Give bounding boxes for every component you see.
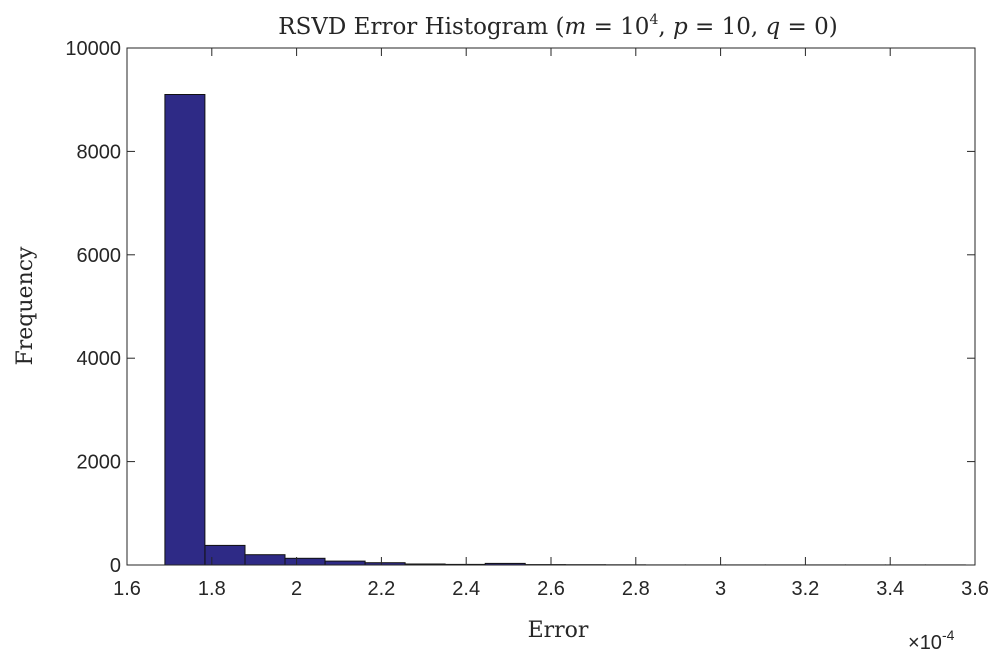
x-tick-label: 2.8 [622,578,650,600]
histogram-bar [244,554,286,566]
chart-title: RSVD Error Histogram (m = 104, p = 10, q… [278,12,838,40]
x-tick-label: 2 [291,578,302,600]
y-tick-label: 4000 [77,348,122,370]
x-tick-label: 2.2 [367,578,395,600]
y-tick-label: 6000 [77,245,122,267]
title-m-exp: 4 [649,12,658,28]
title-p-var: p [673,14,688,40]
y-tick-label: 2000 [77,452,122,474]
title-p-part: , [658,14,673,40]
x-axis-label: Error [528,618,589,643]
multiplier-exp: -4 [942,627,955,643]
histogram-bar [204,544,246,566]
histogram-bars [164,94,966,566]
title-q-var: q [766,14,781,40]
y-axis-label: Frequency [13,246,38,366]
x-tick-label: 1.6 [113,578,141,600]
axis-tick-labels: 1.6 1.8 2 2.2 2.4 2.6 2.8 3 3.2 3.4 3.6 0 2000 4000 60… [65,38,989,600]
histogram-bar [284,557,326,566]
x-tick-label: 3 [715,578,726,600]
y-tick-label: 10000 [65,38,121,60]
x-axis-multiplier: ×10-4 [908,627,955,654]
title-m-eq: = 10 [586,14,649,40]
x-tick-label: 1.8 [198,578,226,600]
title-m-var: m [564,14,586,40]
histogram-bar [324,560,366,566]
x-tick-label: 2.6 [537,578,565,600]
title-prefix: RSVD Error Histogram ( [278,14,564,40]
histogram-bar [164,94,206,566]
plot-area-frame [126,47,976,566]
multiplier-base: 10 [920,632,942,654]
title-p-eq: = 10, [688,14,766,40]
x-tick-label: 2.4 [452,578,480,600]
x-tick-label: 3.6 [961,578,989,600]
y-tick-label: 8000 [77,141,122,163]
x-tick-label: 3.4 [876,578,904,600]
title-q-eq: = 0) [780,14,838,40]
x-tick-label: 3.2 [791,578,819,600]
axis-ticks [126,47,976,566]
multiplier-times: × [908,632,920,654]
y-tick-label: 0 [110,555,121,577]
